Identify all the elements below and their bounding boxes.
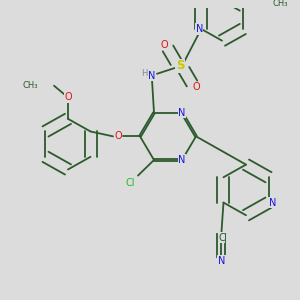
Text: O: O [64,92,72,102]
Text: CH₃: CH₃ [273,0,288,8]
Text: N: N [148,71,156,81]
Text: N: N [178,155,186,165]
Text: CH₃: CH₃ [22,81,38,90]
Text: N: N [269,198,276,208]
Text: O: O [114,131,122,141]
Text: N: N [218,256,225,266]
Text: N: N [178,108,186,118]
Text: Cl: Cl [125,178,135,188]
Text: S: S [176,59,184,73]
Text: N: N [196,24,203,34]
Text: O: O [192,82,200,92]
Text: O: O [160,40,168,50]
Text: H: H [141,69,147,78]
Text: C: C [218,233,225,243]
